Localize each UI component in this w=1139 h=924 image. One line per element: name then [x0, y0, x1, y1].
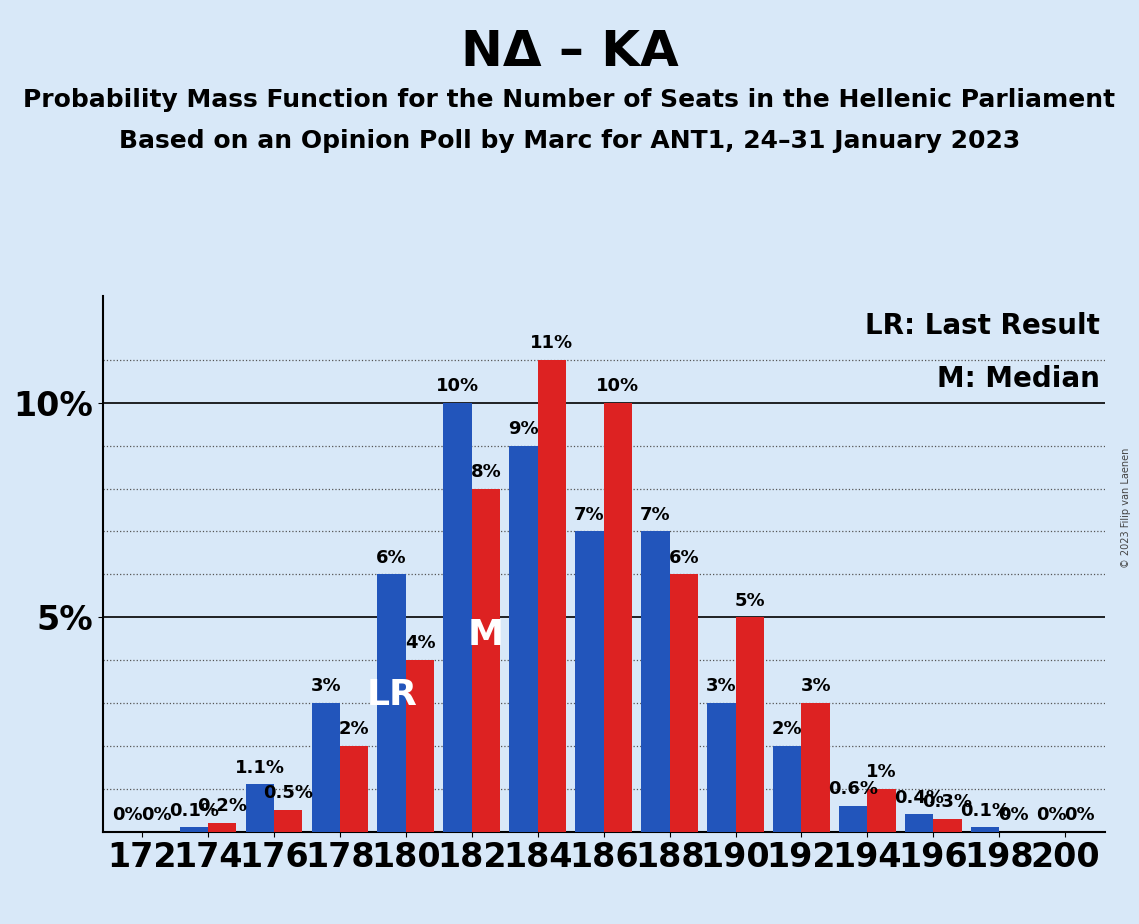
Bar [933, 819, 961, 832]
Bar [246, 784, 274, 832]
Bar [274, 810, 302, 832]
Bar [839, 806, 868, 832]
Text: 8%: 8% [470, 463, 501, 480]
Bar [773, 746, 802, 832]
Text: LR: LR [367, 677, 417, 711]
Text: 2%: 2% [338, 720, 369, 738]
Bar [906, 814, 933, 832]
Text: 0%: 0% [1035, 806, 1066, 824]
Bar [472, 489, 500, 832]
Text: 0.2%: 0.2% [197, 797, 247, 815]
Bar [405, 660, 434, 832]
Bar [707, 703, 736, 832]
Text: 3%: 3% [706, 677, 737, 695]
Text: M: Median: M: Median [937, 365, 1100, 394]
Bar [736, 617, 764, 832]
Bar [641, 531, 670, 832]
Text: 0.1%: 0.1% [169, 802, 219, 820]
Bar [970, 827, 999, 832]
Text: 0.4%: 0.4% [894, 789, 944, 807]
Text: 3%: 3% [311, 677, 341, 695]
Text: 6%: 6% [669, 549, 699, 566]
Text: 0.6%: 0.6% [828, 780, 878, 798]
Text: 10%: 10% [436, 377, 480, 395]
Text: 7%: 7% [640, 505, 671, 524]
Bar [670, 575, 698, 832]
Bar [604, 403, 632, 832]
Text: 10%: 10% [597, 377, 639, 395]
Text: © 2023 Filip van Laenen: © 2023 Filip van Laenen [1121, 448, 1131, 568]
Text: 0.1%: 0.1% [960, 802, 1010, 820]
Bar [538, 360, 566, 832]
Text: 1.1%: 1.1% [235, 759, 285, 777]
Text: 1%: 1% [867, 763, 896, 781]
Text: 11%: 11% [531, 334, 573, 352]
Text: LR: Last Result: LR: Last Result [865, 311, 1100, 340]
Text: 5%: 5% [735, 591, 765, 610]
Bar [509, 445, 538, 832]
Text: 0%: 0% [113, 806, 144, 824]
Text: 2%: 2% [772, 720, 803, 738]
Text: 0%: 0% [998, 806, 1029, 824]
Text: M: M [468, 617, 503, 651]
Bar [208, 823, 237, 832]
Bar [868, 789, 895, 832]
Bar [377, 575, 405, 832]
Text: NΔ – KA: NΔ – KA [460, 28, 679, 76]
Text: 9%: 9% [508, 420, 539, 438]
Bar [180, 827, 208, 832]
Text: Probability Mass Function for the Number of Seats in the Hellenic Parliament: Probability Mass Function for the Number… [24, 88, 1115, 112]
Text: Based on an Opinion Poll by Marc for ANT1, 24–31 January 2023: Based on an Opinion Poll by Marc for ANT… [118, 129, 1021, 153]
Text: 0.5%: 0.5% [263, 784, 313, 802]
Text: 0%: 0% [141, 806, 172, 824]
Text: 3%: 3% [801, 677, 831, 695]
Bar [575, 531, 604, 832]
Text: 6%: 6% [376, 549, 407, 566]
Bar [312, 703, 339, 832]
Bar [443, 403, 472, 832]
Text: 4%: 4% [404, 635, 435, 652]
Bar [802, 703, 830, 832]
Text: 0%: 0% [1064, 806, 1095, 824]
Text: 7%: 7% [574, 505, 605, 524]
Bar [339, 746, 368, 832]
Text: 0.3%: 0.3% [923, 793, 973, 811]
